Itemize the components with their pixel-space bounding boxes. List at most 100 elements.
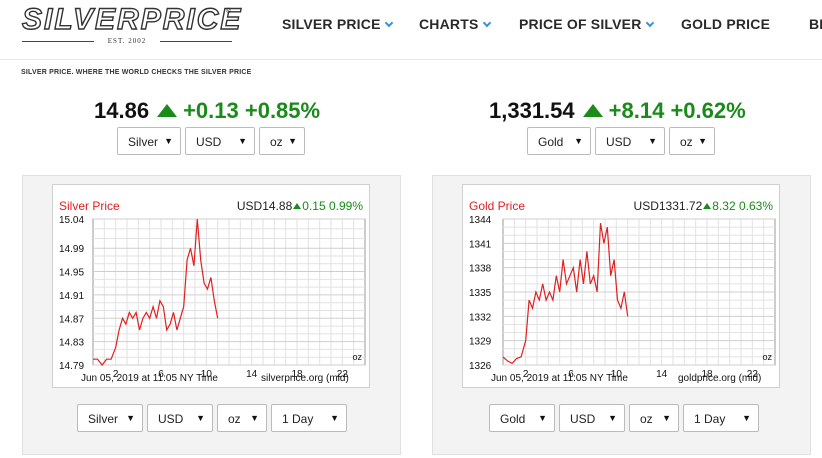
y-tick-label: 1326 xyxy=(469,361,492,372)
gold-change: +8.14 xyxy=(608,98,665,123)
select-value: Gold xyxy=(500,412,526,426)
chevron-down-icon: ▼ xyxy=(648,136,657,146)
price-series-line xyxy=(502,223,629,365)
silver-chart[interactable]: 14.79 14.83 14.87 14.91 14.95 14.99 15.04 2 6 10 1… xyxy=(52,184,370,388)
silver-change-percent: +0.85% xyxy=(244,98,321,123)
silver-change: +0.13 xyxy=(183,98,239,123)
y-tick-label: 14.95 xyxy=(59,268,84,279)
y-tick-label: 15.04 xyxy=(59,215,84,226)
y-tick-label: 14.83 xyxy=(59,338,84,349)
nav-label: SILVER PRICE xyxy=(282,16,381,32)
chevron-down-icon: ▼ xyxy=(126,413,135,423)
y-tick-label: 1344 xyxy=(469,215,492,226)
select-value: USD xyxy=(570,412,596,426)
up-triangle-icon xyxy=(703,203,712,209)
silver-chart-range-select[interactable]: 1 Day ▼ xyxy=(271,404,347,432)
x-tick-label: 18 xyxy=(291,369,303,380)
gold-chart-price: USD1331.72 xyxy=(633,199,703,213)
select-value: Silver xyxy=(88,412,119,426)
chevron-down-icon: ▼ xyxy=(662,413,671,423)
nav-silver-price[interactable]: SILVER PRICE xyxy=(282,16,393,32)
y-tick-label: 1335 xyxy=(469,288,492,299)
site-header: SILVERPRICE ® EST. 2002 SILVER PRICE CHA… xyxy=(0,0,822,60)
silver-chart-change: 0.15 xyxy=(302,199,326,213)
x-tick-label: 10 xyxy=(611,369,623,380)
y-tick-label: 14.87 xyxy=(59,314,84,325)
site-logo[interactable]: SILVERPRICE ® EST. 2002 xyxy=(21,3,241,48)
up-triangle-icon xyxy=(582,104,603,117)
silver-chart-change-percent: 0.99% xyxy=(328,199,363,213)
gold-metal-select[interactable]: Gold ▼ xyxy=(527,127,591,155)
silver-chart-currency-select[interactable]: USD ▼ xyxy=(147,404,213,432)
nav-bitcoin-price[interactable]: BI xyxy=(809,16,822,32)
up-triangle-icon xyxy=(293,203,302,209)
gold-chart-unit-select[interactable]: oz ▼ xyxy=(629,404,679,432)
nav-gold-price[interactable]: GOLD PRICE xyxy=(681,16,770,32)
chevron-down-icon: ▼ xyxy=(238,136,247,146)
silver-unit-select[interactable]: oz ▼ xyxy=(259,127,305,155)
chevron-down-icon xyxy=(645,18,654,28)
select-value: 1 Day xyxy=(282,412,314,426)
silver-spot-price: 14.86 xyxy=(94,98,150,123)
gold-chart-change-percent: 0.63% xyxy=(738,199,773,213)
nav-label: CHARTS xyxy=(419,16,479,32)
gold-chart-panel: 1326 1329 1332 1335 1338 1341 1344 2 6 10 14 18 22 oz… xyxy=(432,175,811,455)
nav-price-of-silver[interactable]: PRICE OF SILVER xyxy=(519,16,654,32)
gold-chart[interactable]: 1326 1329 1332 1335 1338 1341 1344 2 6 10 14 18 22 oz… xyxy=(462,184,780,388)
y-tick-label: 14.91 xyxy=(59,291,84,302)
chevron-down-icon: ▼ xyxy=(164,136,173,146)
chevron-down-icon: ▼ xyxy=(196,413,205,423)
gold-quote: 1,331.54 +8.14 +0.62% xyxy=(489,98,746,124)
price-series-line xyxy=(93,218,219,366)
x-tick-label: 22 xyxy=(337,369,349,380)
silver-chart-unit-select[interactable]: oz ▼ xyxy=(217,404,267,432)
silver-chart-metal-select[interactable]: Silver ▼ xyxy=(77,404,143,432)
gold-chart-range-select[interactable]: 1 Day ▼ xyxy=(683,404,759,432)
gold-chart-quote: USD1331.72 8.32 0.63% xyxy=(634,199,773,213)
silver-chart-price: USD14.88 xyxy=(236,199,293,213)
gold-change-percent: +0.62% xyxy=(670,98,746,123)
chevron-down-icon: ▼ xyxy=(574,136,583,146)
gold-currency-select[interactable]: USD ▼ xyxy=(595,127,665,155)
gold-chart-currency-select[interactable]: USD ▼ xyxy=(559,404,625,432)
nav-label: BI xyxy=(809,16,822,32)
logo-established: EST. 2002 xyxy=(107,37,147,45)
silver-chart-timestamp: Jun 05, 2019 at 11:05 NY Time xyxy=(81,373,218,384)
select-value: oz xyxy=(270,135,283,149)
chevron-down-icon: ▼ xyxy=(538,413,547,423)
x-tick-label: 14 xyxy=(246,369,258,380)
select-value: Gold xyxy=(538,135,564,149)
silver-metal-select[interactable]: Silver ▼ xyxy=(117,127,181,155)
gold-chart-timestamp: Jun 05, 2019 at 11:05 NY Time xyxy=(491,373,628,384)
select-value: USD xyxy=(196,135,222,149)
chevron-down-icon: ▼ xyxy=(742,413,751,423)
gold-chart-change: 8.32 xyxy=(712,199,736,213)
logo-text: SILVERPRICE xyxy=(21,3,243,36)
y-tick-label: 1338 xyxy=(469,264,492,275)
chevron-down-icon xyxy=(384,18,393,28)
x-tick-label: 6 xyxy=(158,369,164,380)
y-tick-label: 14.99 xyxy=(59,244,84,255)
gold-unit-select[interactable]: oz ▼ xyxy=(669,127,715,155)
chevron-down-icon xyxy=(482,18,491,28)
logo-registered-mark: ® xyxy=(226,8,232,15)
select-value: Silver xyxy=(128,135,159,149)
up-triangle-icon xyxy=(157,104,178,117)
nav-charts[interactable]: CHARTS xyxy=(419,16,491,32)
silver-chart-title: Silver Price xyxy=(59,199,120,213)
y-tick-label: 1341 xyxy=(469,239,492,250)
select-value: oz xyxy=(228,412,241,426)
select-value: oz xyxy=(680,135,693,149)
logo-rule-right xyxy=(160,41,232,42)
silver-chart-panel: 14.79 14.83 14.87 14.91 14.95 14.99 15.04 2 6 10 1… xyxy=(22,175,401,455)
x-tick-label: 10 xyxy=(201,369,213,380)
chevron-down-icon: ▼ xyxy=(250,413,259,423)
logo-rule-left xyxy=(22,41,94,42)
y-tick-label: 1332 xyxy=(469,312,492,323)
gold-chart-metal-select[interactable]: Gold ▼ xyxy=(489,404,555,432)
site-tagline: SILVER PRICE. WHERE THE WORLD CHECKS THE… xyxy=(21,69,252,76)
silver-quote: 14.86 +0.13 +0.85% xyxy=(94,98,320,124)
gold-chart-source: goldprice.org (mid) xyxy=(678,373,762,384)
silver-currency-select[interactable]: USD ▼ xyxy=(185,127,255,155)
